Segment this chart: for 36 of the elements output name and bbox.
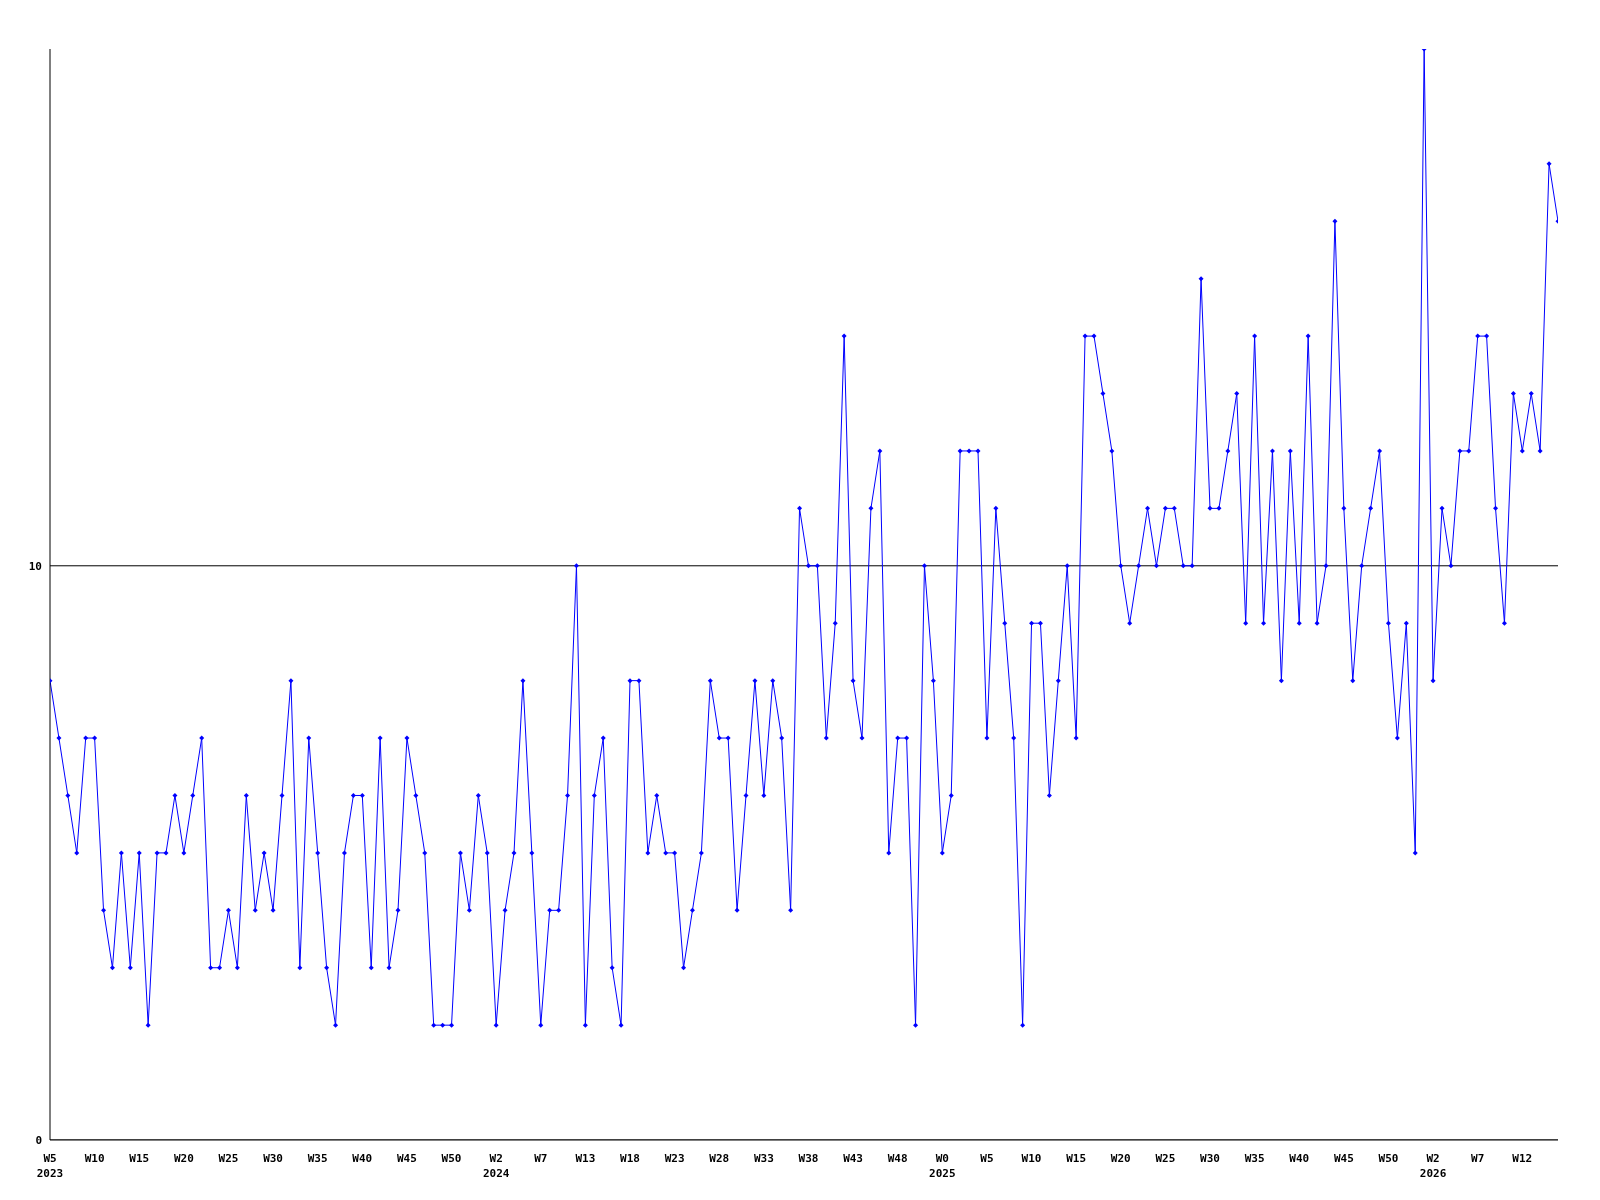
x-tick-label: W25	[218, 1152, 239, 1165]
x-tick-label: W35	[307, 1152, 328, 1165]
x-tick-label: W45	[396, 1152, 417, 1165]
x-tick-label: W7	[534, 1152, 548, 1165]
x-tick-label: W10	[84, 1152, 105, 1165]
x-tick-label: W40	[1289, 1152, 1310, 1165]
x-tick-label: W33	[753, 1152, 774, 1165]
x-tick-label: W28	[709, 1152, 730, 1165]
x-tick-label: W30	[263, 1152, 284, 1165]
x-tick-label: W13	[575, 1152, 596, 1165]
x-tick-label: W2 2026	[1419, 1152, 1447, 1180]
x-tick-label: W23	[664, 1152, 685, 1165]
x-tick-label: W48	[887, 1152, 908, 1165]
x-tick-label: W12	[1512, 1152, 1533, 1165]
x-tick-label: W50	[1378, 1152, 1399, 1165]
x-tick-label: W10	[1021, 1152, 1042, 1165]
x-tick-label: W0 2025	[929, 1152, 956, 1180]
x-tick-label: W15	[129, 1152, 150, 1165]
x-tick-label: W20	[173, 1152, 194, 1165]
x-tick-label: W15	[1066, 1152, 1087, 1165]
x-tick-label: W7	[1471, 1152, 1485, 1165]
x-tick-label: W5 2023	[36, 1152, 64, 1180]
x-tick-label: W40	[352, 1152, 373, 1165]
x-tick-label: W45	[1333, 1152, 1354, 1165]
x-tick-label: W5	[980, 1152, 994, 1165]
x-tick-label: W25	[1155, 1152, 1176, 1165]
x-tick-label: W20	[1110, 1152, 1131, 1165]
x-tick-label: W2 2024	[482, 1152, 510, 1180]
y-tick-label: 10	[28, 559, 42, 573]
y-tick-label: 0	[35, 1133, 42, 1147]
x-tick-label: W18	[620, 1152, 640, 1165]
x-tick-label: W35	[1244, 1152, 1265, 1165]
x-tick-label: W30	[1200, 1152, 1220, 1165]
x-tick-label: W38	[798, 1152, 819, 1165]
x-tick-label: W43	[843, 1152, 864, 1165]
x-tick-label: W50	[441, 1152, 462, 1165]
